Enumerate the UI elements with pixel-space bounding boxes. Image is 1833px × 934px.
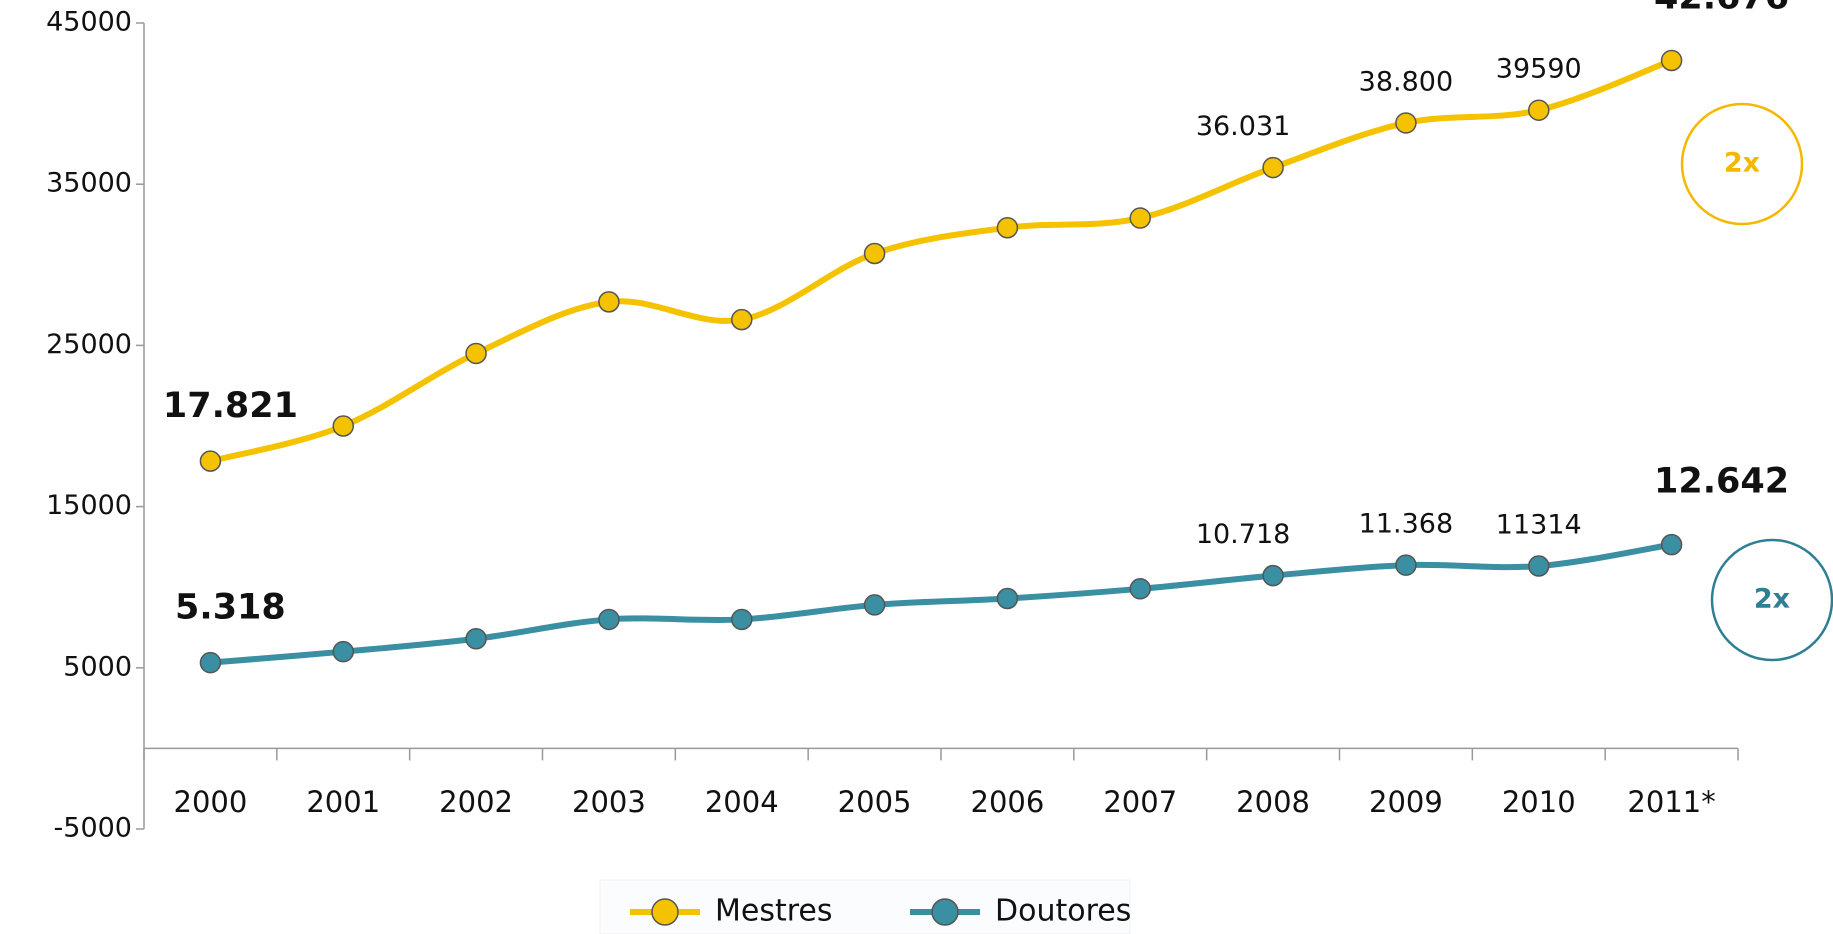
y-tick-label: -5000: [54, 813, 132, 844]
annotation-text: 2x: [1754, 584, 1790, 615]
x-tick-label: 2000: [174, 785, 248, 819]
marker: [332, 415, 354, 437]
x-tick-label: 2007: [1103, 785, 1177, 819]
x-tick-label: 2011*: [1627, 785, 1715, 819]
marker: [465, 342, 487, 365]
marker: [1395, 112, 1417, 134]
marker: [996, 216, 1019, 239]
marker: [1528, 555, 1550, 577]
value-label: 10.718: [1196, 519, 1290, 550]
y-tick-label: 5000: [63, 651, 132, 682]
legend-label: Doutores: [995, 894, 1131, 929]
x-tick-label: 2008: [1236, 785, 1310, 819]
marker: [1262, 156, 1284, 179]
marker: [1395, 554, 1417, 576]
marker: [465, 628, 487, 650]
marker: [731, 308, 753, 331]
marker: [863, 242, 886, 265]
marker: [332, 640, 354, 663]
marker: [996, 587, 1019, 610]
y-tick-label: 15000: [46, 490, 132, 521]
x-tick-label: 2006: [971, 785, 1045, 819]
value-label: 11.368: [1359, 509, 1453, 540]
x-tick-label: 2005: [838, 785, 912, 819]
value-label: 17.821: [163, 386, 298, 426]
y-tick-label: 45000: [46, 7, 132, 38]
annotation-circle: [1710, 538, 1833, 662]
series-line: [207, 57, 1675, 465]
x-tick-label: 2009: [1369, 785, 1443, 819]
marker: [1129, 207, 1151, 229]
y-tick-label: 35000: [46, 168, 132, 199]
marker: [1528, 99, 1550, 121]
legend-marker: [651, 898, 679, 926]
legend-marker: [931, 898, 959, 926]
series-line: [207, 541, 1675, 666]
x-tick-label: 2001: [306, 785, 380, 819]
marker: [1660, 49, 1683, 72]
marker: [598, 291, 620, 313]
value-label: 11314: [1496, 510, 1582, 541]
value-label: 12.642: [1654, 462, 1789, 502]
marker: [598, 608, 620, 631]
y-tick-label: 25000: [46, 329, 132, 360]
marker: [199, 450, 222, 472]
value-label: 36.031: [1196, 111, 1290, 142]
marker: [731, 608, 753, 631]
x-tick-label: 2004: [705, 785, 779, 819]
legend-label: Mestres: [715, 894, 833, 929]
annotation-circle: [1680, 102, 1804, 226]
x-tick-label: 2003: [572, 785, 646, 819]
marker: [1660, 533, 1683, 556]
marker: [1129, 578, 1151, 600]
legend-box: [599, 879, 1131, 934]
value-label: 38.800: [1359, 66, 1453, 97]
marker: [1262, 564, 1284, 587]
x-tick-label: 2002: [439, 785, 513, 819]
value-label: 39590: [1496, 54, 1582, 85]
value-label: 42.676: [1654, 0, 1789, 17]
marker: [199, 651, 222, 674]
annotation-text: 2x: [1724, 148, 1760, 179]
value-label: 5.318: [175, 588, 286, 628]
marker: [863, 594, 886, 616]
x-tick-label: 2010: [1502, 785, 1576, 819]
